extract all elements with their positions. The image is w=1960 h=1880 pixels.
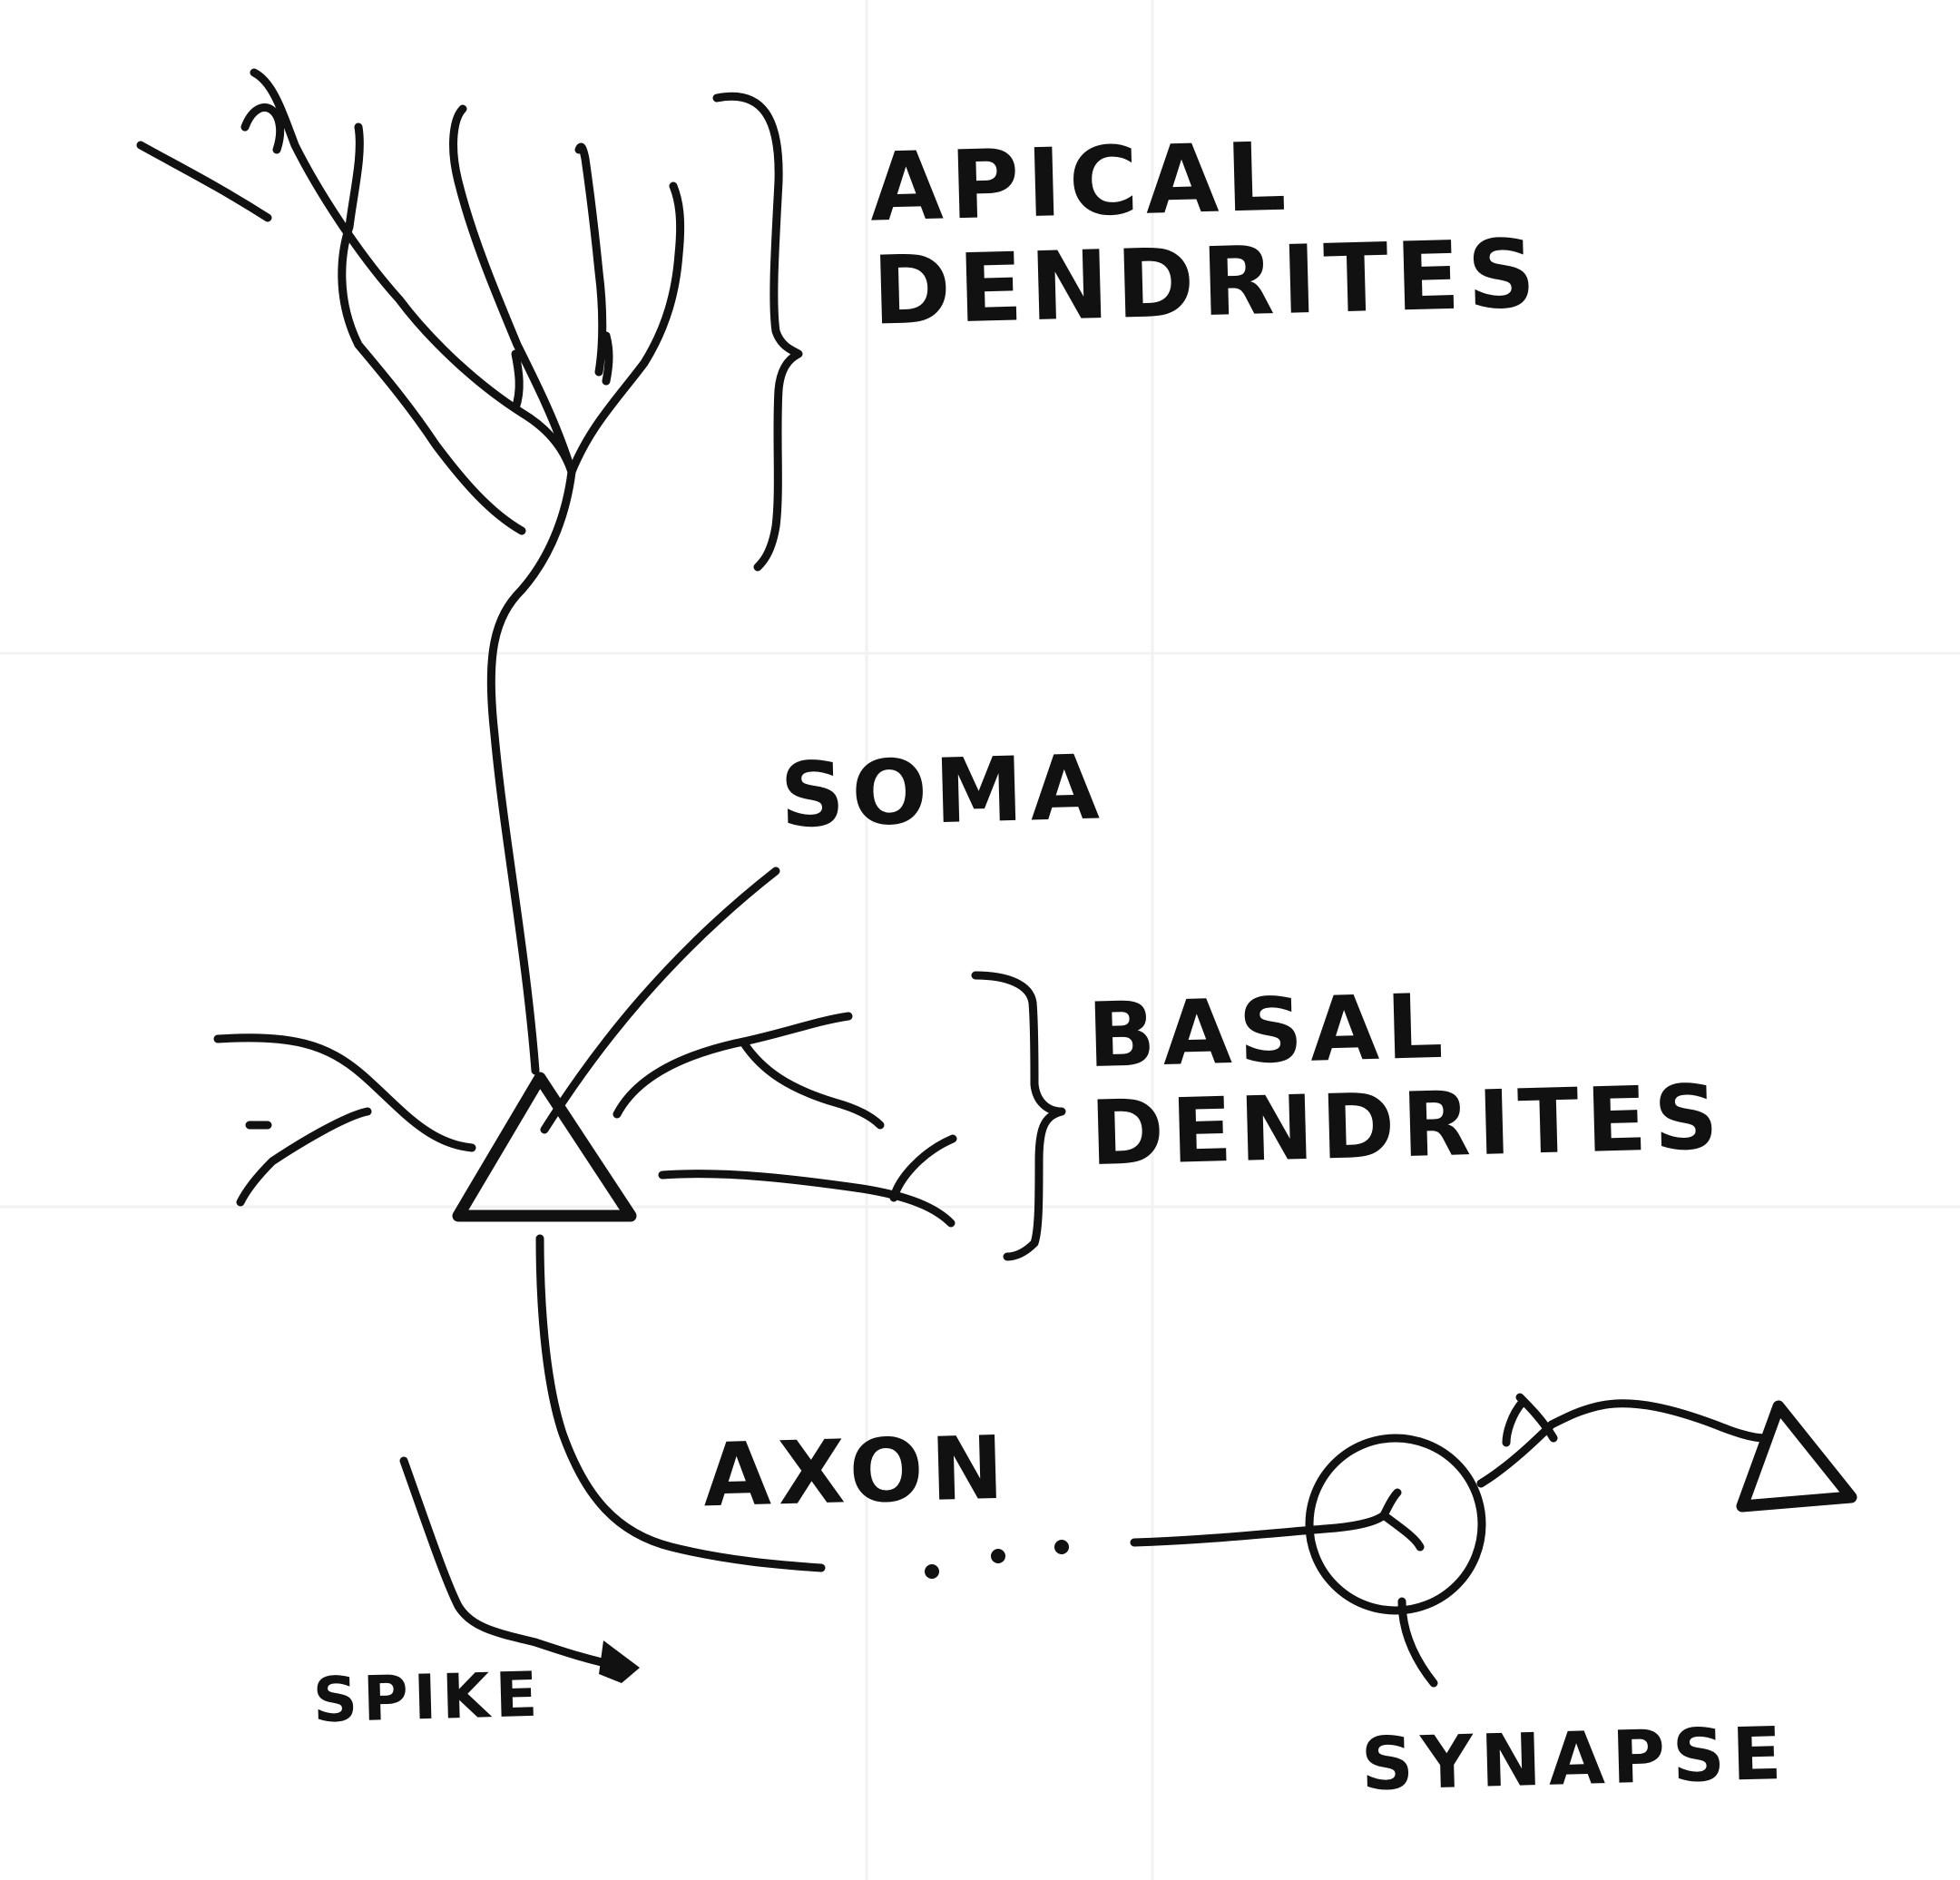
apical-branch-mid <box>449 104 576 476</box>
synapse-label: SYNAPSE <box>1359 1710 1790 1807</box>
apical-dendrites-label: APICAL DENDRITES <box>868 121 1544 348</box>
synapse-symbol <box>1305 1393 1857 1688</box>
soma-label: SOMA <box>779 736 1108 848</box>
synapse-circle <box>1305 1434 1486 1615</box>
soma-triangle <box>452 1072 637 1222</box>
apical-branch-left-twig <box>136 141 272 222</box>
spike-arrow-shaft <box>399 1456 631 1672</box>
basal-branch-lower-left <box>236 1107 372 1207</box>
apical-trunk <box>486 467 576 1075</box>
postsynaptic-dendrite <box>1476 1399 1769 1488</box>
apical-dendrites <box>136 68 685 1075</box>
synapse-pointer <box>1397 1597 1438 1688</box>
basal-branch-lower-right <box>658 1170 956 1228</box>
apical-branch-inner <box>574 142 607 377</box>
postsynaptic-soma-triangle <box>1736 1400 1857 1513</box>
apical-branch-left-stub <box>240 103 285 154</box>
apical-branch-short <box>338 122 526 535</box>
spike-arrow <box>399 1456 640 1683</box>
basal-branch-upper-right-twig <box>740 1039 885 1130</box>
axon-continuation <box>1130 1524 1329 1547</box>
spike-arrowhead <box>599 1640 640 1683</box>
axon-dot-1 <box>925 1564 939 1579</box>
basal-dendrites-label: BASAL DENDRITES <box>1086 974 1727 1186</box>
axon-label: AXON <box>701 1416 1013 1527</box>
apical-brace <box>712 92 803 572</box>
apical-branch-left <box>250 68 576 476</box>
apical-branch-mid-stub <box>511 349 524 413</box>
basal-dendrites-right <box>612 1012 957 1228</box>
soma-pointer <box>540 867 780 1134</box>
basal-branch-upper-right <box>612 1012 853 1119</box>
basal-dendrites-left <box>213 1033 476 1207</box>
axon-dot-3 <box>1054 1540 1069 1554</box>
apical-branch-inner-stub <box>602 331 613 386</box>
synapse-axon-terminal <box>1320 1488 1425 1552</box>
basal-brace <box>971 971 1066 1261</box>
apical-branch-right <box>567 181 685 476</box>
axon-dot-2 <box>991 1549 1005 1563</box>
postsynaptic-twig-2 <box>1502 1397 1527 1447</box>
axon-path <box>535 1234 826 1572</box>
basal-branch-lower-right-twig <box>889 1134 957 1202</box>
spike-label: SPIKE <box>311 1659 544 1738</box>
basal-branch-upper-left <box>213 1033 476 1152</box>
